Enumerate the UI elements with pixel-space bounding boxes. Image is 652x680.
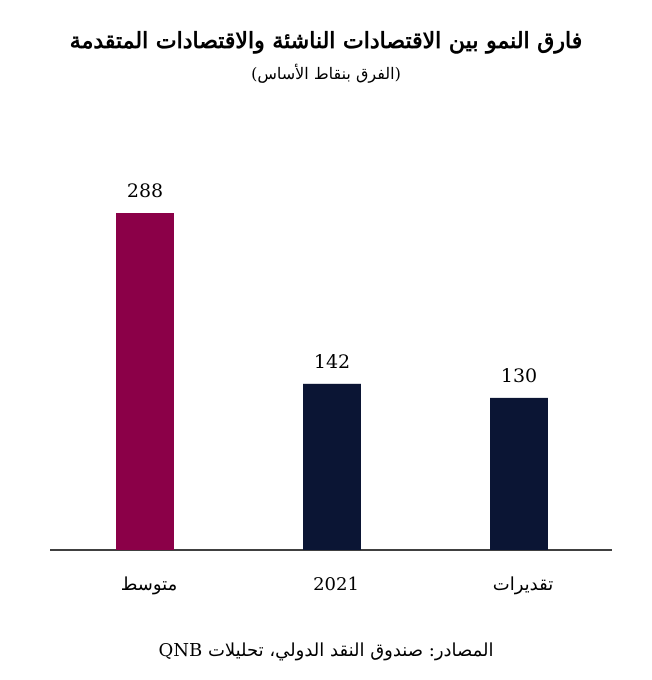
data-label-0: 288 — [127, 180, 163, 202]
bar-1 — [303, 383, 361, 550]
data-label-2: 130 — [501, 365, 537, 387]
category-label-1: 2021 — [313, 574, 359, 595]
source-note: المصادر: صندوق النقد الدولي، تحليلات QNB — [158, 640, 494, 661]
bar-0 — [116, 213, 174, 550]
category-label-2: تقديرات — [493, 574, 553, 595]
chart-title: فارق النمو بين الاقتصادات الناشئة والاقت… — [69, 28, 583, 54]
data-label-1: 142 — [314, 351, 350, 373]
bar-2 — [490, 397, 548, 550]
chart-subtitle: (الفرق بنقاط الأساس) — [251, 64, 401, 83]
category-label-0: متوسط — [121, 574, 178, 595]
